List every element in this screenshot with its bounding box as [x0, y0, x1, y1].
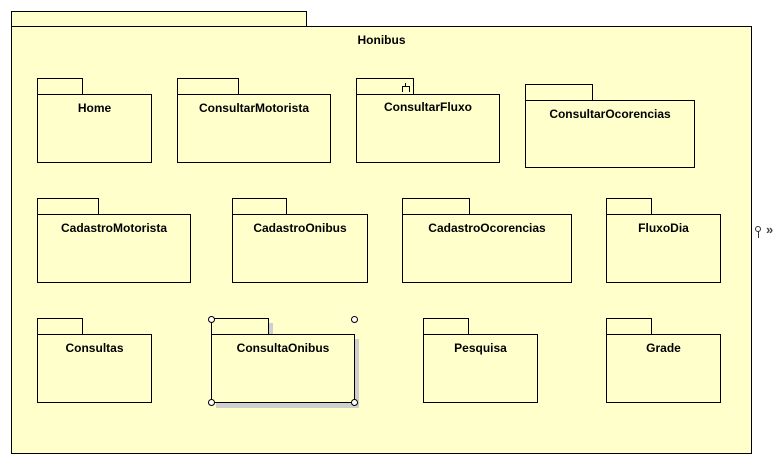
package-consultarmotorista-label: ConsultarMotorista	[198, 101, 309, 115]
package-cadastromotorista[interactable]: CadastroMotorista	[37, 214, 191, 283]
package-consultarmotorista-tab[interactable]	[177, 78, 239, 95]
package-consultaonibus-tab[interactable]	[211, 318, 269, 335]
more-icon[interactable]: »	[766, 222, 774, 237]
package-consultaonibus[interactable]: ConsultaOnibus	[211, 334, 355, 403]
package-fluxodia-label: FluxoDia	[638, 221, 689, 235]
package-grade-label: Grade	[646, 341, 681, 355]
fork-icon	[402, 83, 410, 92]
package-consultas-tab[interactable]	[37, 318, 83, 335]
package-pesquisa[interactable]: Pesquisa	[423, 334, 538, 403]
resize-handle-top-right[interactable]	[351, 316, 358, 323]
package-consultas-label: Consultas	[65, 341, 124, 355]
package-pesquisa-tab[interactable]	[423, 318, 469, 335]
package-consultas[interactable]: Consultas	[37, 334, 152, 403]
package-pesquisa-label: Pesquisa	[454, 341, 507, 355]
package-consultarocorencias-label: ConsultarOcorencias	[549, 107, 671, 121]
pin-icon[interactable]	[755, 226, 761, 238]
package-cadastroocorencias-label: CadastroOcorencias	[428, 221, 546, 235]
package-cadastromotorista-tab[interactable]	[37, 198, 99, 215]
package-grade-tab[interactable]	[606, 318, 652, 335]
package-fluxodia-tab[interactable]	[606, 198, 652, 215]
package-home-label: Home	[77, 101, 112, 115]
package-consultarmotorista[interactable]: ConsultarMotorista	[177, 94, 331, 163]
package-consultarfluxo-label: ConsultarFluxo	[383, 100, 472, 114]
resize-handle-bottom-left[interactable]	[208, 399, 215, 406]
resize-handle-top-left[interactable]	[208, 316, 215, 323]
package-consultarocorencias-tab[interactable]	[525, 84, 593, 101]
package-home[interactable]: Home	[37, 94, 152, 163]
package-cadastromotorista-label: CadastroMotorista	[60, 221, 167, 235]
package-cadastroonibus[interactable]: CadastroOnibus	[232, 214, 368, 283]
package-cadastroonibus-label: CadastroOnibus	[253, 221, 347, 235]
package-consultarfluxo[interactable]: ConsultarFluxo	[356, 94, 500, 163]
side-toolbar: »	[755, 222, 777, 240]
package-home-tab[interactable]	[37, 78, 83, 95]
package-cadastroocorencias[interactable]: CadastroOcorencias	[402, 214, 572, 283]
package-cadastroocorencias-tab[interactable]	[402, 198, 470, 215]
resize-handle-bottom-right[interactable]	[351, 399, 358, 406]
package-cadastroonibus-tab[interactable]	[232, 198, 287, 215]
package-consultaonibus-label: ConsultaOnibus	[236, 341, 330, 355]
package-grade[interactable]: Grade	[606, 334, 721, 403]
package-honibus-tab[interactable]	[11, 11, 307, 27]
package-honibus-label: Honibus	[357, 33, 406, 47]
package-consultarocorencias[interactable]: ConsultarOcorencias	[525, 100, 695, 168]
package-fluxodia[interactable]: FluxoDia	[606, 214, 721, 283]
